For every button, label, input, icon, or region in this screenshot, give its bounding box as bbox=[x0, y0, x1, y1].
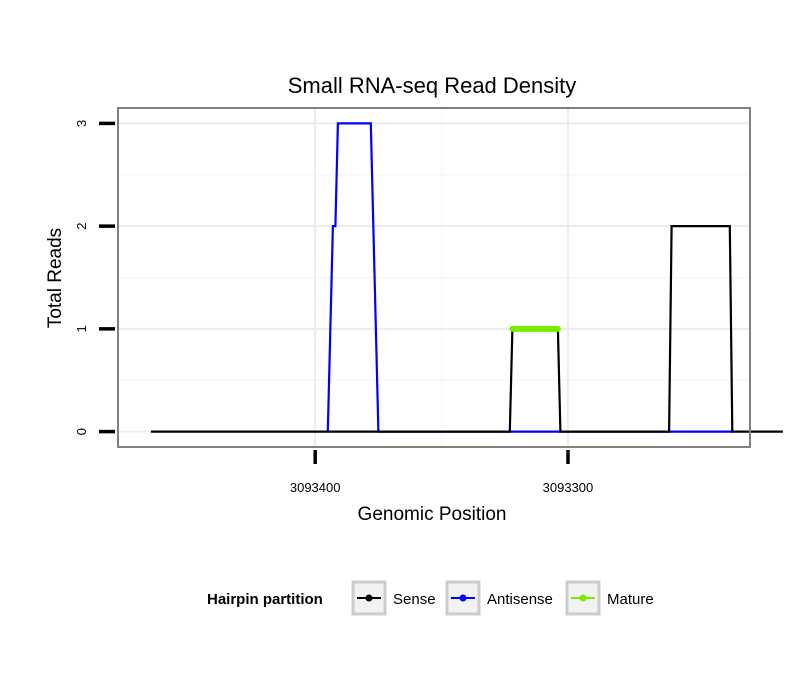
x-axis: 3093400 3093300 bbox=[290, 450, 593, 495]
series-line-sense bbox=[150, 225, 783, 433]
legend-label-sense: Sense bbox=[393, 591, 436, 608]
series-group bbox=[150, 122, 783, 433]
x-axis-title: Genomic Position bbox=[358, 504, 507, 525]
x-tick-label: 3093300 bbox=[543, 480, 594, 495]
legend: Hairpin partition Sense Antisense Mature bbox=[207, 580, 654, 616]
legend-label-mature: Mature bbox=[607, 591, 654, 608]
legend-key-dot bbox=[579, 594, 587, 602]
chart-title: Small RNA-seq Read Density bbox=[288, 73, 577, 98]
y-axis-title: Total Reads bbox=[45, 228, 66, 328]
legend-label-antisense: Antisense bbox=[487, 591, 553, 608]
y-axis: 0 1 2 3 bbox=[74, 120, 115, 435]
y-tick-label: 1 bbox=[74, 325, 89, 332]
legend-key-dot bbox=[459, 594, 467, 602]
y-tick-label: 2 bbox=[74, 223, 89, 230]
x-tick-label: 3093400 bbox=[290, 480, 341, 495]
plot-border bbox=[117, 107, 751, 448]
legend-key-dot bbox=[365, 594, 373, 602]
y-tick-label: 3 bbox=[74, 120, 89, 127]
legend-title: Hairpin partition bbox=[207, 591, 323, 608]
y-tick-label: 0 bbox=[74, 428, 89, 435]
